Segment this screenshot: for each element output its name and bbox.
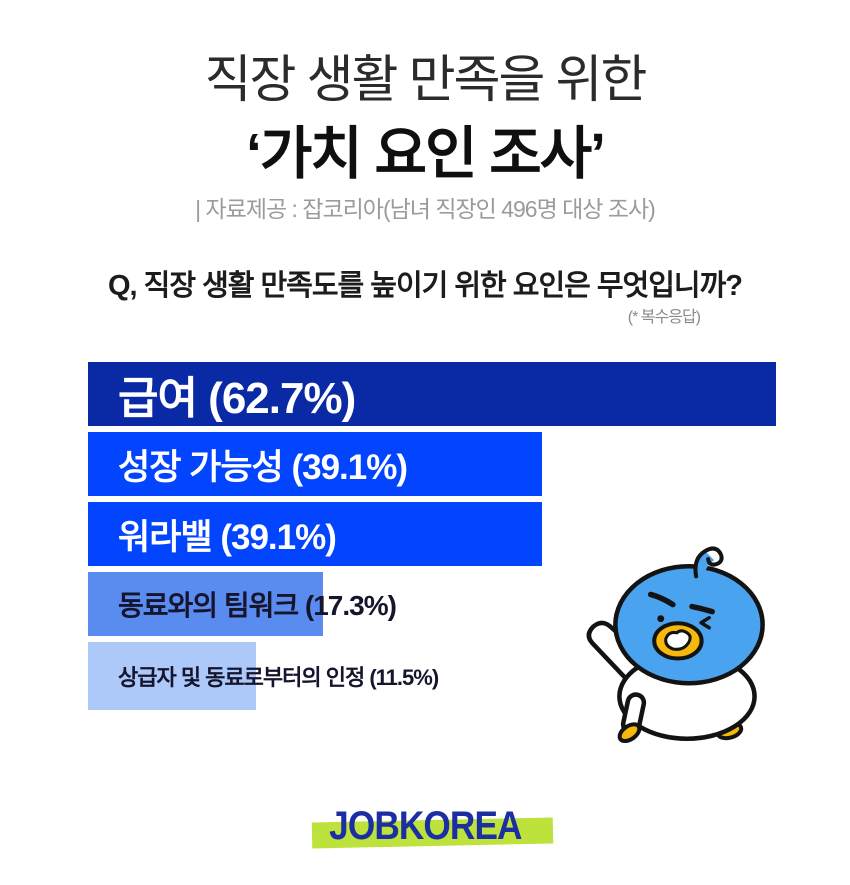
- bar-row-2: 성장 가능성 (39.1%): [88, 432, 776, 496]
- bar-label-1: 급여 (62.7%): [118, 374, 356, 423]
- multiple-response-note: (* 복수응답): [627, 309, 701, 326]
- logo-text: JOBKOREA: [328, 804, 522, 848]
- jobkorea-bird-mascot-icon: [586, 546, 765, 744]
- survey-question: Q, 직장 생활 만족도를 높이기 위한 요인은 무엇입니까?: [107, 270, 743, 302]
- bar-fill-5: [88, 642, 256, 710]
- bar-label-5: 상급자 및 동료로부터의 인정 (11.5%): [118, 665, 439, 690]
- bar-label-2: 성장 가능성 (39.1%): [118, 447, 408, 487]
- bar-row-5: 상급자 및 동료로부터의 인정 (11.5%): [88, 642, 776, 710]
- bar-fill-1: [88, 362, 776, 426]
- source-credit: | 자료제공 : 잡코리아(남녀 직장인 496명 대상 조사): [195, 196, 656, 222]
- jobkorea-logo: JOBKOREA: [311, 804, 553, 849]
- bar-row-3: 워라밸 (39.1%): [88, 502, 776, 566]
- bar-fill-3: [88, 502, 543, 566]
- page-title-line2: ‘가치 요인 조사’: [246, 122, 606, 186]
- bar-row-4: 동료와의 팀워크 (17.3%): [88, 572, 776, 636]
- bar-chart: 급여 (62.7%) 성장 가능성 (39.1%) 워라밸 (39.1%) 동료와의 …: [88, 362, 776, 716]
- bar-row-1: 급여 (62.7%): [88, 362, 776, 426]
- bar-label-3: 워라밸 (39.1%): [118, 517, 337, 557]
- bar-fill-4: [88, 572, 324, 636]
- page-title-line1: 직장 생활 만족을 위한: [204, 51, 648, 108]
- footer-logo-area: JOBKOREA: [0, 804, 850, 849]
- bar-fill-2: [88, 432, 543, 496]
- bar-label-4: 동료와의 팀워크 (17.3%): [118, 590, 397, 621]
